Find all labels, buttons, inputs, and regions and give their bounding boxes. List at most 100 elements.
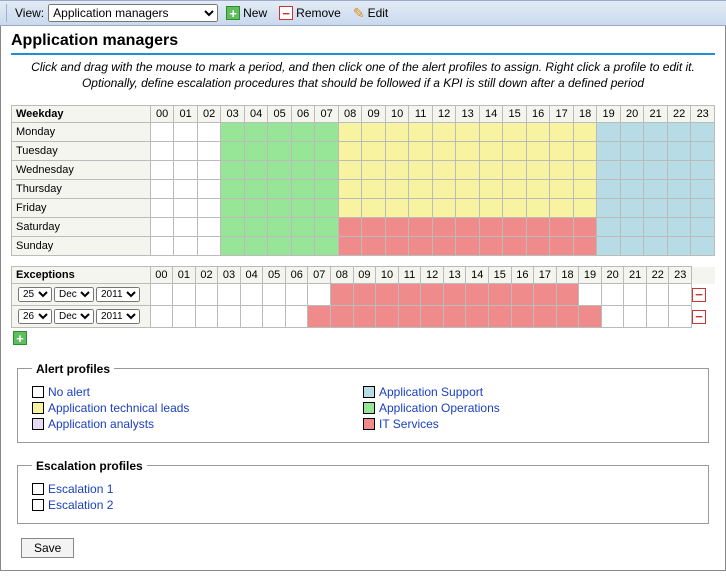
schedule-cell[interactable] [644, 218, 668, 237]
schedule-cell[interactable] [667, 180, 691, 199]
schedule-cell[interactable] [550, 142, 574, 161]
alert-profile-item[interactable]: Application technical leads [32, 400, 363, 416]
schedule-cell[interactable] [291, 199, 315, 218]
schedule-cell[interactable] [376, 284, 399, 306]
schedule-cell[interactable] [620, 123, 644, 142]
schedule-cell[interactable] [221, 218, 245, 237]
schedule-cell[interactable] [534, 306, 557, 328]
schedule-cell[interactable] [221, 123, 245, 142]
schedule-cell[interactable] [479, 199, 503, 218]
schedule-cell[interactable] [479, 142, 503, 161]
schedule-cell[interactable] [644, 237, 668, 256]
schedule-cell[interactable] [573, 123, 597, 142]
schedule-cell[interactable] [221, 180, 245, 199]
schedule-cell[interactable] [691, 180, 715, 199]
month-select[interactable]: Dec [54, 309, 94, 324]
schedule-cell[interactable] [174, 180, 198, 199]
schedule-cell[interactable] [573, 218, 597, 237]
schedule-cell[interactable] [385, 199, 409, 218]
schedule-cell[interactable] [443, 284, 466, 306]
schedule-cell[interactable] [669, 284, 692, 306]
schedule-cell[interactable] [150, 199, 174, 218]
schedule-cell[interactable] [240, 306, 263, 328]
schedule-cell[interactable] [456, 199, 480, 218]
schedule-cell[interactable] [550, 199, 574, 218]
schedule-cell[interactable] [315, 218, 339, 237]
schedule-cell[interactable] [644, 161, 668, 180]
schedule-cell[interactable] [150, 180, 174, 199]
schedule-cell[interactable] [597, 142, 621, 161]
schedule-cell[interactable] [291, 180, 315, 199]
schedule-cell[interactable] [398, 284, 421, 306]
schedule-cell[interactable] [597, 123, 621, 142]
schedule-cell[interactable] [174, 237, 198, 256]
schedule-cell[interactable] [385, 161, 409, 180]
schedule-cell[interactable] [573, 161, 597, 180]
schedule-cell[interactable] [291, 237, 315, 256]
schedule-cell[interactable] [385, 123, 409, 142]
view-select[interactable]: Application managers [48, 4, 218, 22]
schedule-cell[interactable] [601, 306, 624, 328]
schedule-cell[interactable] [409, 218, 433, 237]
schedule-cell[interactable] [308, 284, 331, 306]
schedule-cell[interactable] [526, 218, 550, 237]
schedule-cell[interactable] [291, 123, 315, 142]
schedule-cell[interactable] [479, 218, 503, 237]
schedule-cell[interactable] [456, 161, 480, 180]
schedule-cell[interactable] [174, 123, 198, 142]
schedule-cell[interactable] [268, 142, 292, 161]
schedule-cell[interactable] [644, 142, 668, 161]
schedule-cell[interactable] [620, 161, 644, 180]
schedule-cell[interactable] [362, 218, 386, 237]
schedule-cell[interactable] [691, 123, 715, 142]
schedule-cell[interactable] [646, 284, 669, 306]
schedule-cell[interactable] [244, 199, 268, 218]
schedule-cell[interactable] [195, 306, 218, 328]
schedule-cell[interactable] [620, 199, 644, 218]
schedule-cell[interactable] [150, 218, 174, 237]
schedule-cell[interactable] [362, 123, 386, 142]
schedule-cell[interactable] [315, 237, 339, 256]
schedule-cell[interactable] [456, 142, 480, 161]
schedule-cell[interactable] [338, 199, 362, 218]
schedule-cell[interactable] [398, 306, 421, 328]
schedule-cell[interactable] [338, 142, 362, 161]
schedule-cell[interactable] [488, 284, 511, 306]
schedule-cell[interactable] [376, 306, 399, 328]
schedule-cell[interactable] [669, 306, 692, 328]
schedule-cell[interactable] [385, 142, 409, 161]
schedule-cell[interactable] [268, 237, 292, 256]
schedule-cell[interactable] [421, 284, 444, 306]
schedule-cell[interactable] [409, 180, 433, 199]
schedule-cell[interactable] [573, 199, 597, 218]
day-select[interactable]: 26 [18, 309, 52, 324]
schedule-cell[interactable] [197, 237, 221, 256]
schedule-cell[interactable] [691, 161, 715, 180]
schedule-cell[interactable] [291, 218, 315, 237]
schedule-cell[interactable] [624, 306, 647, 328]
schedule-cell[interactable] [308, 306, 331, 328]
schedule-cell[interactable] [511, 306, 534, 328]
schedule-cell[interactable] [218, 284, 241, 306]
schedule-cell[interactable] [268, 123, 292, 142]
alert-profile-item[interactable]: No alert [32, 384, 363, 400]
schedule-cell[interactable] [432, 237, 456, 256]
schedule-cell[interactable] [197, 218, 221, 237]
save-button[interactable]: Save [21, 538, 74, 558]
schedule-cell[interactable] [362, 180, 386, 199]
alert-profile-item[interactable]: Application analysts [32, 416, 363, 432]
schedule-cell[interactable] [511, 284, 534, 306]
schedule-cell[interactable] [353, 284, 376, 306]
year-select[interactable]: 2011 [96, 287, 140, 302]
alert-profile-item[interactable]: IT Services [363, 416, 694, 432]
schedule-cell[interactable] [338, 123, 362, 142]
alert-profile-item[interactable]: Application Operations [363, 400, 694, 416]
schedule-cell[interactable] [503, 218, 527, 237]
schedule-cell[interactable] [550, 123, 574, 142]
schedule-cell[interactable] [646, 306, 669, 328]
schedule-cell[interactable] [150, 284, 173, 306]
schedule-cell[interactable] [385, 180, 409, 199]
schedule-cell[interactable] [620, 237, 644, 256]
remove-exception-button[interactable]: − [692, 310, 706, 324]
schedule-cell[interactable] [479, 180, 503, 199]
